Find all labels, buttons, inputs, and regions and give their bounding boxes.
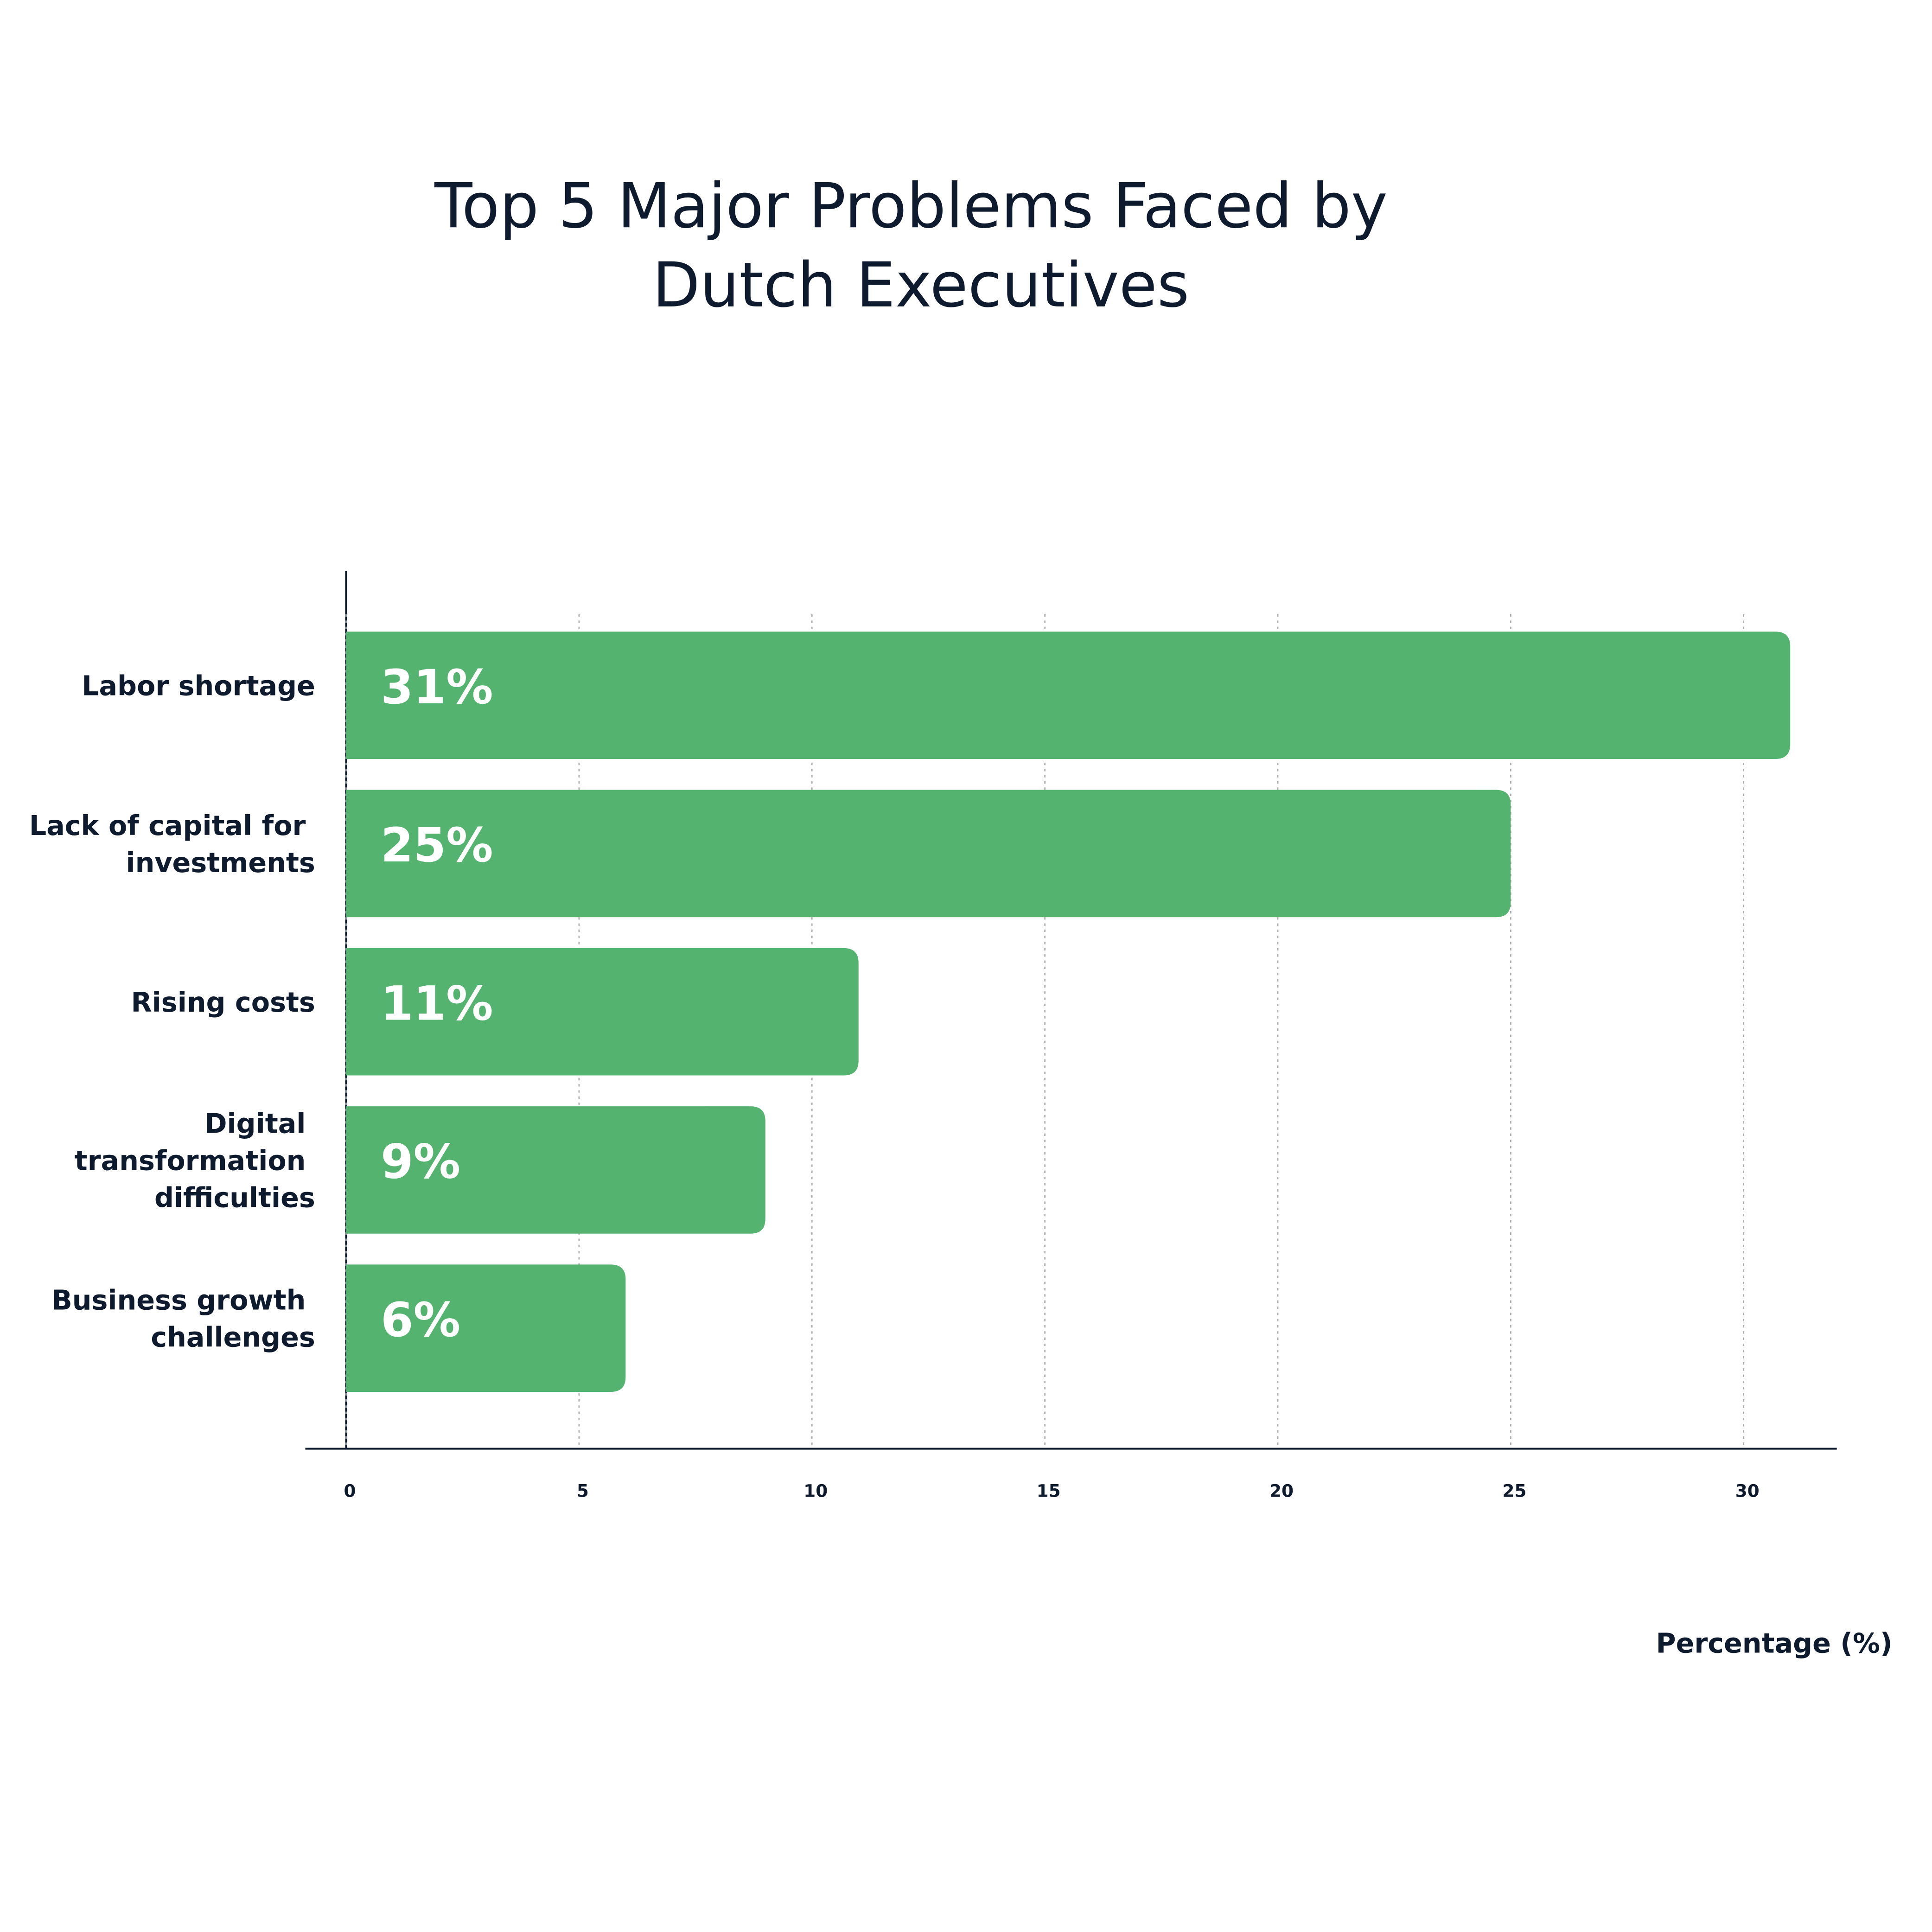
bar xyxy=(346,1264,626,1392)
bar xyxy=(346,948,859,1076)
x-tick-label: 20 xyxy=(1269,1480,1294,1501)
value-label: 25% xyxy=(381,818,493,873)
value-label: 9% xyxy=(381,1135,460,1189)
chart-title: Top 5 Major Problems Faced by Dutch Exec… xyxy=(434,170,1407,321)
x-tick-label: 10 xyxy=(803,1480,828,1501)
y-tick-label: Lack of capital for investments xyxy=(29,810,315,879)
x-tick-label: 5 xyxy=(577,1480,589,1501)
x-axis-label: Percentage (%) xyxy=(1656,1628,1893,1659)
x-tick-label: 15 xyxy=(1037,1480,1061,1501)
y-tick-label: Business growth challenges xyxy=(51,1285,315,1353)
value-label: 11% xyxy=(381,976,493,1031)
bar xyxy=(346,631,1791,759)
x-tick-label: 25 xyxy=(1502,1480,1526,1501)
value-label: 31% xyxy=(381,660,493,714)
x-tick-label: 30 xyxy=(1735,1480,1760,1501)
y-tick-label: Rising costs xyxy=(131,987,315,1018)
value-label: 6% xyxy=(381,1293,460,1347)
bar xyxy=(346,790,1511,918)
y-tick-label: Labor shortage xyxy=(82,670,315,702)
y-tick-label: Digital transformation difficulties xyxy=(75,1108,315,1214)
x-tick-label: 0 xyxy=(344,1480,356,1501)
bar xyxy=(346,1106,765,1234)
